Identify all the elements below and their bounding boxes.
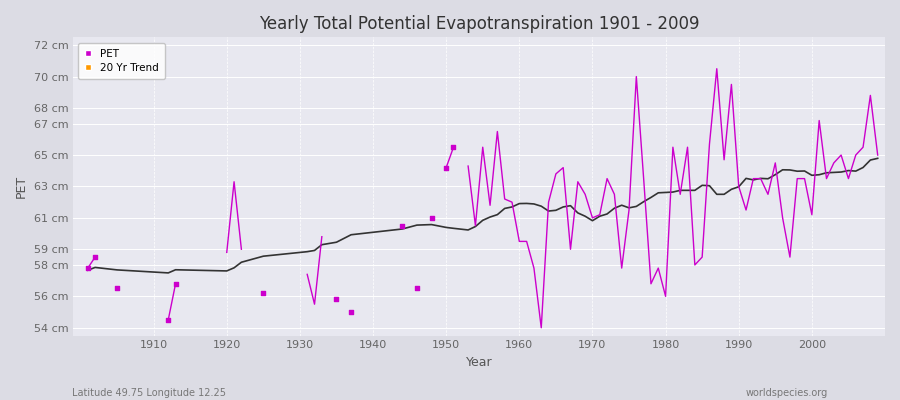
Title: Yearly Total Potential Evapotranspiration 1901 - 2009: Yearly Total Potential Evapotranspiratio… — [259, 15, 699, 33]
Point — [410, 285, 424, 292]
Legend: PET, 20 Yr Trend: PET, 20 Yr Trend — [78, 42, 166, 79]
Y-axis label: PET: PET — [15, 175, 28, 198]
Point — [395, 222, 410, 229]
Text: Latitude 49.75 Longitude 12.25: Latitude 49.75 Longitude 12.25 — [72, 388, 226, 398]
Point — [439, 164, 454, 171]
Point — [168, 280, 183, 287]
Point — [161, 317, 176, 323]
Point — [424, 215, 438, 221]
Text: worldspecies.org: worldspecies.org — [746, 388, 828, 398]
Point — [81, 265, 95, 271]
Point — [110, 285, 124, 292]
Point — [329, 296, 344, 303]
X-axis label: Year: Year — [466, 356, 492, 369]
Point — [88, 254, 103, 260]
Point — [256, 290, 271, 296]
Point — [446, 144, 461, 150]
Point — [344, 309, 358, 315]
